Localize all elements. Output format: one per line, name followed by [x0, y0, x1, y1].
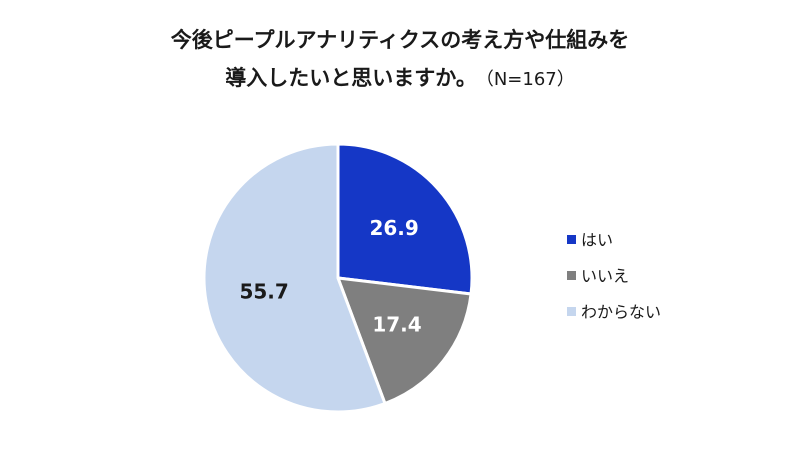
sample-size-note: （N=167） [484, 69, 575, 90]
pie-slice-1 [336, 142, 474, 296]
legend-swatch-1 [567, 235, 576, 244]
slice-value-label-1: 26.9 [369, 216, 418, 240]
slice-value-label-3: 55.7 [239, 279, 288, 303]
slice-value-label-2: 17.4 [372, 312, 421, 336]
pie-slice-3 [202, 142, 387, 414]
legend-swatch-3 [567, 307, 576, 316]
chart-title-line1: 今後ピープルアナリティクスの考え方や仕組みを [170, 28, 630, 52]
chart-title-main: 導入したいと思いますか。 [225, 66, 477, 90]
chart-title-line2: 導入したいと思いますか。 （N=167） [0, 62, 800, 92]
legend-swatch-2 [567, 271, 576, 280]
legend-label-2: いいえ [581, 267, 629, 286]
pie-slice-2 [336, 276, 473, 405]
legend-label-1: はい [581, 231, 613, 250]
legend-label-3: わからない [581, 303, 661, 322]
